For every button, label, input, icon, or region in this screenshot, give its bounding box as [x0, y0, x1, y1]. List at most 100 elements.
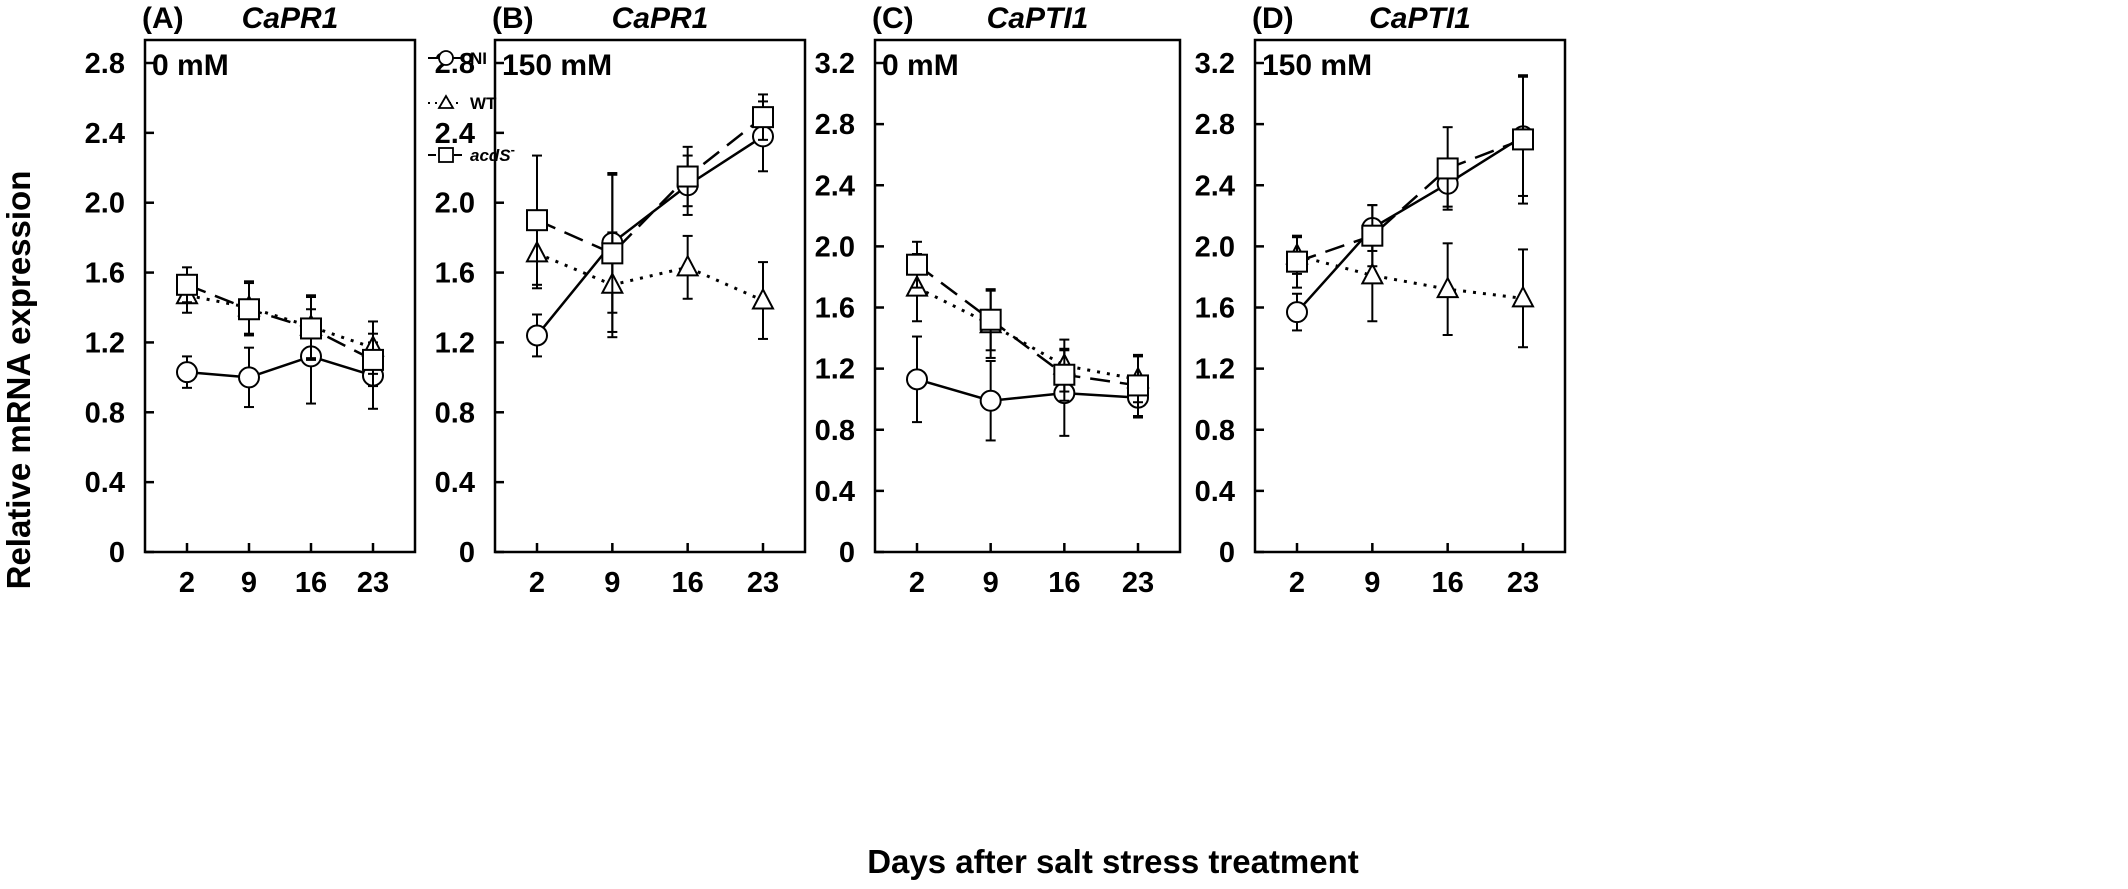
x-tick-label: 9 — [1364, 567, 1380, 599]
gene-title: CaPR1 — [242, 2, 339, 35]
data-point — [1286, 250, 1308, 273]
y-tick-label: 0.8 — [85, 397, 125, 429]
data-point — [1436, 157, 1459, 180]
panel-1: 0 0.4 0.8 1.2 1.6 2.0 2.4 2.8 2 9 16 23 (A) CaPR1 0 mM — [85, 2, 417, 599]
y-tick-label: 2.0 — [435, 188, 475, 220]
condition-label: 150 mM — [502, 49, 612, 82]
series-line — [916, 378, 1139, 402]
y-tick-label: 0 — [459, 537, 475, 569]
gene-title: CaPR1 — [612, 2, 709, 35]
series-line — [186, 283, 374, 362]
data-point — [526, 324, 548, 347]
condition-label: 0 mM — [882, 49, 959, 82]
panel-2: 00.40.81.21.62.02.42.82 9 16 23(B) CaPR1150 … — [435, 2, 807, 599]
series-acds — [1286, 74, 1534, 289]
x-tick-label: 2 — [1289, 567, 1305, 599]
plot-frame — [143, 38, 417, 554]
y-tick-label: 0.4 — [1195, 476, 1235, 508]
x-tick-label: 23 — [1507, 567, 1539, 599]
data-point — [676, 254, 700, 277]
plot-frame — [1253, 38, 1567, 554]
y-tick-label: 2.4 — [85, 118, 125, 150]
condition-label: 0 mM — [152, 49, 229, 82]
legend-marker — [438, 147, 454, 163]
y-tick-label: 1.2 — [1195, 354, 1235, 386]
legend-label: NI — [470, 49, 487, 68]
y-tick-label: 0.8 — [435, 397, 475, 429]
y-tick-label: 1.6 — [435, 258, 475, 290]
data-point — [362, 348, 384, 371]
x-tick-label: 2 — [179, 567, 195, 599]
y-tick-label: 3.2 — [1195, 48, 1235, 80]
y-tick-label: 2.8 — [1195, 109, 1235, 141]
series-line — [1296, 254, 1524, 300]
y-tick-label: 2.4 — [815, 170, 855, 202]
y-tick-label: 2.8 — [815, 109, 855, 141]
plot-frame — [873, 38, 1182, 554]
data-point — [1512, 128, 1534, 151]
data-point — [1127, 374, 1149, 397]
y-tick-label: 2.0 — [85, 188, 125, 220]
y-tick-label: 3.2 — [815, 48, 855, 80]
data-point — [1360, 262, 1384, 285]
x-tick-label: 9 — [604, 567, 620, 599]
x-tick-label: 9 — [241, 567, 257, 599]
data-point — [751, 287, 775, 310]
x-tick-label: 16 — [295, 567, 327, 599]
data-point — [676, 165, 699, 188]
series-wt — [905, 253, 1150, 404]
x-tick-label: 23 — [357, 567, 389, 599]
x-tick-label: 2 — [529, 567, 545, 599]
panel-3: 0 0.4 0.8 1.2 1.6 2.0 2.4 2.8 3.2 2 9 16 23 (C) CaPTI1… — [815, 2, 1182, 599]
data-point — [300, 317, 322, 340]
series-ni — [176, 308, 384, 410]
legend-item-wt: WT — [428, 94, 497, 113]
data-point — [979, 308, 1002, 331]
y-tick-label: 0.4 — [815, 476, 855, 508]
plot-frame — [493, 38, 807, 554]
data-point — [238, 366, 260, 389]
y-tick-label: 1.2 — [85, 327, 125, 359]
condition-label: 150 mM — [1262, 49, 1372, 82]
panel-letter: (A) — [142, 2, 184, 35]
y-tick-label: 0 — [839, 537, 855, 569]
data-point — [1286, 301, 1308, 324]
panel-letter: (B) — [492, 2, 534, 35]
y-tick-label: 2.0 — [1195, 231, 1235, 263]
series-acds — [526, 93, 774, 333]
panel-4: 0 0.4 0.8 1.2 1.6 2.0 2.4 2.8 3.2 2 9 16 23 (D) CaPTI1… — [1195, 2, 1567, 599]
y-tick-label: 0.4 — [435, 467, 475, 499]
data-point — [1511, 285, 1535, 308]
y-tick-label: 0 — [109, 537, 125, 569]
y-tick-label: 2.8 — [85, 48, 125, 80]
x-tick-label: 2 — [909, 567, 925, 599]
x-axis-title: Days after salt stress treatment — [867, 843, 1359, 880]
series-ni — [906, 335, 1149, 442]
series-acds — [906, 240, 1149, 417]
series-wt — [175, 276, 385, 375]
y-tick-label: 0.8 — [1195, 415, 1235, 447]
series-line — [916, 286, 1139, 381]
data-point — [906, 253, 928, 276]
data-point — [526, 209, 548, 232]
data-point — [176, 361, 198, 384]
panel-letter: (C) — [872, 2, 914, 35]
data-point — [906, 368, 928, 391]
series-line — [186, 355, 374, 379]
x-tick-label: 16 — [1432, 567, 1464, 599]
x-tick-label: 16 — [1048, 567, 1080, 599]
y-tick-label: 2.0 — [815, 231, 855, 263]
y-tick-label: 1.2 — [815, 354, 855, 386]
y-tick-label: 1.6 — [1195, 293, 1235, 325]
series-line — [186, 293, 374, 350]
data-point — [1053, 363, 1076, 386]
y-tick-label: 1.2 — [435, 327, 475, 359]
data-point — [176, 273, 198, 296]
y-tick-label: 1.6 — [85, 258, 125, 290]
series-acds — [176, 266, 384, 388]
legend-marker — [437, 94, 455, 109]
y-tick-label: 0.8 — [815, 415, 855, 447]
series-line — [536, 251, 764, 302]
y-tick-label: 1.6 — [815, 293, 855, 325]
